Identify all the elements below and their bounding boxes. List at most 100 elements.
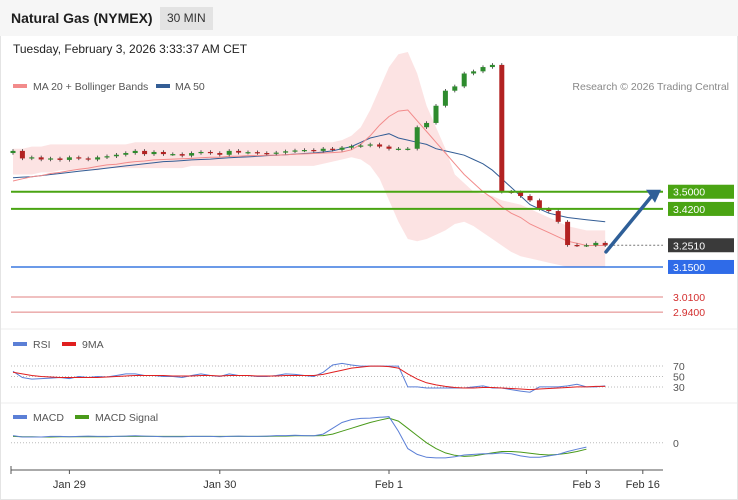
candle-body bbox=[207, 151, 213, 154]
level-label: 3.0100 bbox=[673, 292, 705, 304]
candle bbox=[301, 148, 307, 153]
candle bbox=[377, 142, 383, 149]
ma20-legend-label: MA 20 + Bollinger Bands bbox=[33, 81, 148, 93]
candle-body bbox=[292, 150, 298, 152]
candle bbox=[57, 156, 63, 162]
candle bbox=[207, 150, 213, 155]
candle-body bbox=[471, 71, 477, 74]
level-label: 2.9400 bbox=[673, 307, 705, 319]
ma50-legend-swatch bbox=[156, 84, 170, 88]
candle-body bbox=[160, 151, 166, 155]
candle-body bbox=[198, 151, 204, 154]
candle-body bbox=[311, 150, 317, 152]
candle bbox=[471, 69, 477, 76]
macd-legend: MACD MACD Signal bbox=[13, 412, 158, 424]
level-label-bg bbox=[668, 238, 734, 253]
candle-body bbox=[10, 150, 16, 154]
candle bbox=[527, 194, 533, 203]
candle bbox=[565, 220, 571, 247]
candle bbox=[292, 148, 298, 154]
candle bbox=[170, 152, 176, 156]
candle-body bbox=[593, 242, 599, 246]
candle bbox=[424, 121, 430, 129]
candle bbox=[461, 71, 467, 89]
projection-arrowhead bbox=[646, 189, 661, 203]
candle-body bbox=[236, 150, 242, 153]
price-legend: MA 20 + Bollinger Bands MA 50 bbox=[13, 81, 205, 93]
candle-body bbox=[170, 154, 176, 156]
research-credit: Research © 2026 Trading Central bbox=[572, 81, 729, 93]
rsi-line bbox=[12, 362, 606, 393]
price-panel: 3.5000 3.4200 3.2510 3.1500 3.0100 2.9400 bbox=[10, 52, 734, 319]
time-axis-label: Jan 29 bbox=[53, 479, 86, 491]
candle-body bbox=[29, 157, 35, 159]
level-label-bg bbox=[668, 201, 734, 216]
rsi-legend-swatch bbox=[13, 342, 27, 346]
candle bbox=[499, 63, 505, 194]
time-axis-label: Feb 1 bbox=[375, 479, 403, 491]
candle bbox=[264, 151, 270, 156]
level-label: 3.1500 bbox=[673, 262, 705, 274]
rsi-tick-label: 70 bbox=[673, 361, 685, 373]
candle-body bbox=[546, 208, 552, 212]
candle-body bbox=[452, 86, 458, 91]
candle bbox=[358, 143, 364, 148]
candle bbox=[113, 153, 119, 158]
level-label: 3.4200 bbox=[673, 204, 705, 216]
candle bbox=[452, 84, 458, 93]
candle-body bbox=[461, 73, 467, 87]
macd-panel: 0 bbox=[11, 416, 679, 459]
candle bbox=[414, 125, 420, 151]
candle-body bbox=[574, 245, 580, 247]
level-label-bg bbox=[668, 184, 734, 199]
candle bbox=[405, 147, 411, 151]
candle bbox=[123, 151, 129, 157]
candle bbox=[311, 148, 317, 153]
candle-body bbox=[283, 151, 289, 153]
ma20-legend-swatch bbox=[13, 84, 27, 88]
candle-body bbox=[151, 151, 157, 155]
rsi-ma-line bbox=[12, 365, 606, 391]
candle bbox=[480, 65, 486, 74]
interval-badge[interactable]: 30 MIN bbox=[160, 7, 213, 30]
ma20-line bbox=[12, 109, 606, 246]
candle-body bbox=[301, 150, 307, 152]
candle-body bbox=[320, 148, 326, 151]
candle bbox=[320, 147, 326, 153]
candle-body bbox=[19, 150, 25, 159]
candle bbox=[236, 149, 242, 155]
candle-body bbox=[113, 154, 119, 157]
candle-body bbox=[76, 157, 82, 159]
macd-signal-legend-label: MACD Signal bbox=[95, 412, 158, 424]
rsi-tick-label: 50 bbox=[673, 372, 685, 384]
candle bbox=[95, 155, 101, 162]
candle bbox=[395, 147, 401, 151]
candle bbox=[142, 149, 148, 156]
candle-body bbox=[358, 145, 364, 147]
rsi-legend: RSI 9MA bbox=[13, 339, 104, 351]
candle bbox=[29, 155, 35, 161]
candle bbox=[76, 155, 82, 161]
candle-body bbox=[583, 245, 589, 247]
candle-body bbox=[602, 242, 608, 246]
rsi-ma-legend-swatch bbox=[62, 342, 76, 346]
candle bbox=[66, 155, 72, 162]
projection-arrow bbox=[604, 193, 654, 254]
candle bbox=[189, 151, 195, 158]
macd-line bbox=[12, 416, 587, 459]
candle-body bbox=[518, 192, 524, 197]
candle-body bbox=[179, 154, 185, 156]
candle bbox=[602, 241, 608, 247]
candle-body bbox=[104, 156, 110, 158]
candle bbox=[226, 149, 232, 157]
candle-body bbox=[367, 144, 373, 146]
candle bbox=[104, 154, 110, 160]
chart-header: Natural Gas (NYMEX) 30 MIN bbox=[0, 0, 738, 36]
candle bbox=[348, 144, 354, 150]
level-label-bg bbox=[668, 259, 734, 274]
candle-body bbox=[132, 150, 138, 154]
candle bbox=[283, 149, 289, 155]
candle-body bbox=[424, 122, 430, 128]
candle-body bbox=[226, 150, 232, 155]
